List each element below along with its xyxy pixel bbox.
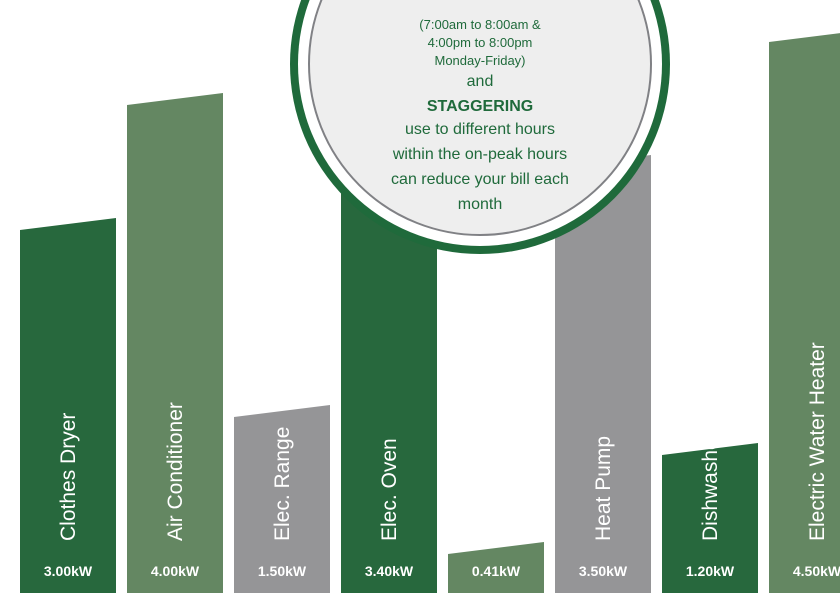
bar-electric-water-heater: Electric Water Heater 4.50kW xyxy=(769,30,840,593)
bar-category-label: Clothes Dryer xyxy=(57,412,80,541)
bar-rect xyxy=(555,155,651,593)
bar-category-label: Heat Pump xyxy=(592,435,615,541)
bar-value-label: 3.40kW xyxy=(364,563,414,579)
bar-air-conditioner: Air Conditioner 4.00kW xyxy=(127,93,223,593)
callout-inner-circle: (7:00am to 8:00am & 4:00pm to 8:00pm Mon… xyxy=(308,0,652,236)
callout-body-line-1: use to different hours xyxy=(404,121,556,138)
bar-washing-machine: Washing Machine0.41kW xyxy=(448,542,544,593)
callout-hours-line-2: 4:00pm to 8:00pm xyxy=(427,35,533,50)
bar-elec-oven: Elec. Oven 3.40kW xyxy=(341,168,437,593)
callout-body-line-3: can reduce your bill each xyxy=(391,171,569,188)
bar-heat-pump: Heat Pump 3.50kW xyxy=(555,155,651,593)
bar-rect xyxy=(127,93,223,593)
bar-value-label: 1.50kW xyxy=(257,563,307,579)
bar-category-label: Elec. Range xyxy=(271,426,294,541)
callout-hours-line-3: Monday-Friday) xyxy=(434,53,526,68)
callout-emphasis: STAGGERING xyxy=(426,98,534,115)
bar-value-label: 4.00kW xyxy=(150,563,200,579)
bar-value-label: 1.20kW xyxy=(685,563,735,579)
bar-rect xyxy=(341,168,437,593)
bar-rect xyxy=(662,443,758,593)
bar-elec-range: Elec. Range 1.50kW xyxy=(234,405,330,593)
bar-category-label: Dishwasher xyxy=(699,443,722,541)
bar-value-label: 4.50kW xyxy=(792,563,840,579)
callout-body-line-4: month xyxy=(457,196,503,213)
bar-dishwasher: Dishwasher 1.20kW xyxy=(662,443,758,593)
callout-conjunction: and xyxy=(466,73,494,90)
bar-value-label: 3.50kW xyxy=(578,563,628,579)
callout-text: (7:00am to 8:00am & 4:00pm to 8:00pm Mon… xyxy=(310,16,650,217)
bar-category-label: Electric Water Heater xyxy=(806,342,829,541)
bar-value-label: 0.41kW xyxy=(471,563,521,579)
bar-category-label: Elec. Oven xyxy=(378,438,401,541)
callout-hours-line-1: (7:00am to 8:00am & xyxy=(419,17,541,32)
peak-hours-callout: (7:00am to 8:00am & 4:00pm to 8:00pm Mon… xyxy=(298,0,662,246)
bar-category-label: Air Conditioner xyxy=(164,402,187,541)
bar-rect xyxy=(769,30,840,593)
bar-rect xyxy=(234,405,330,593)
callout-body-line-2: within the on-peak hours xyxy=(392,146,568,163)
bar-clothes-dryer: Clothes Dryer 3.00kW xyxy=(20,218,116,593)
bar-rect xyxy=(20,218,116,593)
bar-value-label: 3.00kW xyxy=(43,563,93,579)
